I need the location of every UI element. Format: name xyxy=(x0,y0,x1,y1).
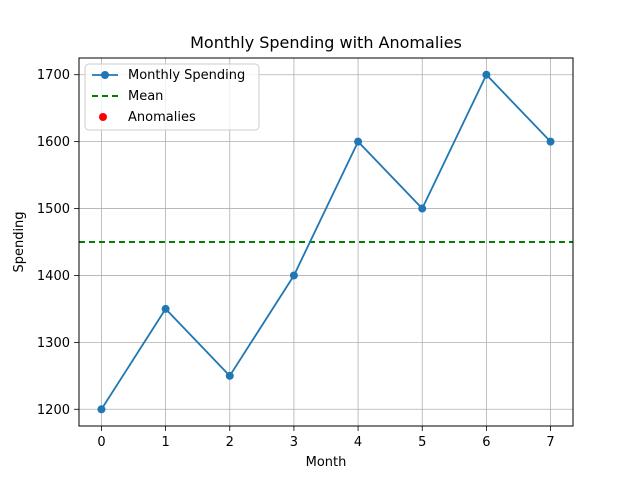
y-tick-label: 1500 xyxy=(37,202,70,217)
series-layer xyxy=(97,70,555,414)
legend-anomaly-label: Anomalies xyxy=(128,110,196,125)
legend: Monthly Spending Mean Anomalies xyxy=(84,63,260,131)
y-tick-label: 1400 xyxy=(37,269,70,284)
spending-series-line xyxy=(100,73,552,411)
legend-anomaly-marker xyxy=(99,113,107,121)
x-tick-label: 0 xyxy=(97,435,105,450)
spending-point xyxy=(418,204,427,213)
x-tick-label: 2 xyxy=(226,435,234,450)
plot-frame xyxy=(78,57,574,427)
spending-point xyxy=(354,137,363,146)
y-tick-label: 1300 xyxy=(37,336,70,351)
y-axis-label: Spending xyxy=(12,211,27,272)
spending-point xyxy=(97,405,106,414)
tick-layer: 0 1 2 3 4 5 6 7 1200 1300 1400 1500 1600 1700 xyxy=(37,68,555,450)
spending-point xyxy=(546,137,555,146)
legend-series-label: Monthly Spending xyxy=(128,68,245,83)
legend-mean-label: Mean xyxy=(128,89,163,104)
x-tick-label: 7 xyxy=(546,435,554,450)
x-axis-label: Month xyxy=(306,455,347,470)
spending-point xyxy=(161,304,170,313)
x-tick-label: 6 xyxy=(482,435,490,450)
x-tick-label: 1 xyxy=(161,435,169,450)
y-tick-label: 1600 xyxy=(37,135,70,150)
x-tick-label: 3 xyxy=(290,435,298,450)
y-tick-label: 1200 xyxy=(37,403,70,418)
x-tick-label: 5 xyxy=(418,435,426,450)
spending-point xyxy=(482,70,491,79)
y-tick-label: 1700 xyxy=(37,68,70,83)
spending-point xyxy=(225,371,234,380)
chart-title: Monthly Spending with Anomalies xyxy=(190,33,462,52)
spending-point xyxy=(289,271,298,280)
x-tick-label: 4 xyxy=(354,435,362,450)
legend-box xyxy=(84,63,260,131)
legend-series-marker xyxy=(101,71,109,79)
